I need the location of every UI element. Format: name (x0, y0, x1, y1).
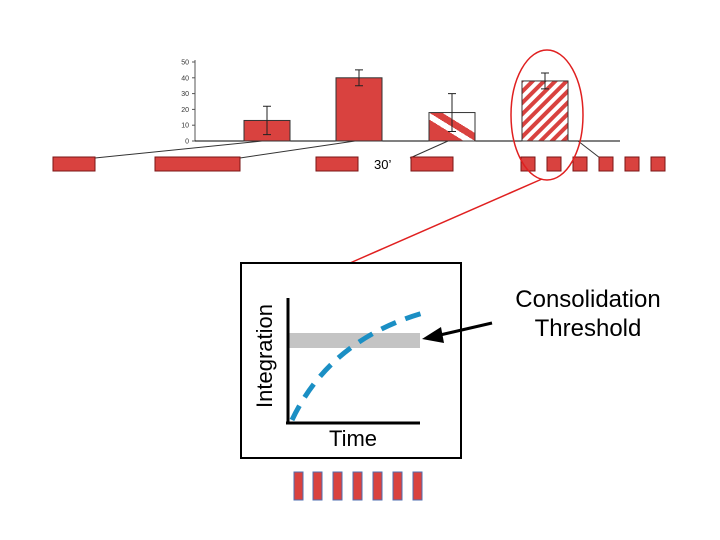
highlight-ellipse (510, 49, 584, 181)
integration-inset: Time Integration (240, 262, 462, 459)
zoom-connector-line (349, 178, 543, 264)
training-block (650, 156, 666, 172)
integration-curve (289, 310, 424, 422)
y-tick-label: 40 (181, 75, 189, 82)
training-block (546, 156, 562, 172)
mini-block (372, 471, 383, 501)
callout-text-line-1: Consolidation (515, 286, 660, 313)
bar (521, 80, 569, 142)
bar-group (243, 69, 569, 142)
error-bar (448, 93, 456, 133)
training-block (572, 156, 588, 172)
connector-line-3 (409, 140, 449, 159)
training-block (624, 156, 640, 172)
y-tick-label: 10 (181, 123, 189, 130)
interval-label: 30’ (374, 157, 391, 172)
mini-block (312, 471, 323, 501)
error-bar (355, 69, 363, 87)
mini-block (392, 471, 403, 501)
y-tick-label: 20 (181, 107, 189, 114)
connector-line-2 (239, 140, 356, 159)
bar-to-timeline-connectors (94, 140, 601, 159)
error-bar (263, 105, 271, 136)
mini-block (332, 471, 343, 501)
inset-x-axis-label: Time (329, 426, 377, 451)
y-tick-label: 50 (181, 60, 189, 67)
callout-arrow-shaft (439, 321, 493, 337)
bar (335, 77, 383, 142)
inset-frame (240, 262, 462, 459)
training-block (154, 156, 241, 172)
threshold-callout: Consolidation Threshold (422, 286, 661, 343)
connector-line-4 (577, 140, 601, 159)
bar-chart: 0 10 20 30 40 50 (181, 60, 620, 146)
inset-y-axis-label: Integration (252, 304, 277, 408)
error-bar (541, 72, 549, 90)
training-block (598, 156, 614, 172)
training-block (315, 156, 359, 172)
y-tick-label: 0 (185, 139, 189, 146)
mini-block (412, 471, 423, 501)
callout-text-line-2: Threshold (535, 315, 642, 342)
threshold-band (289, 333, 420, 348)
connector-line-1 (94, 140, 263, 159)
callout-arrowhead (422, 327, 444, 343)
bottom-training-blocks (293, 471, 423, 501)
mini-block (293, 471, 304, 501)
training-block (52, 156, 96, 172)
mini-block (352, 471, 363, 501)
training-block (410, 156, 454, 172)
y-tick-label: 30 (181, 91, 189, 98)
training-timeline (52, 156, 666, 172)
y-tick-group: 0 10 20 30 40 50 (181, 60, 195, 146)
